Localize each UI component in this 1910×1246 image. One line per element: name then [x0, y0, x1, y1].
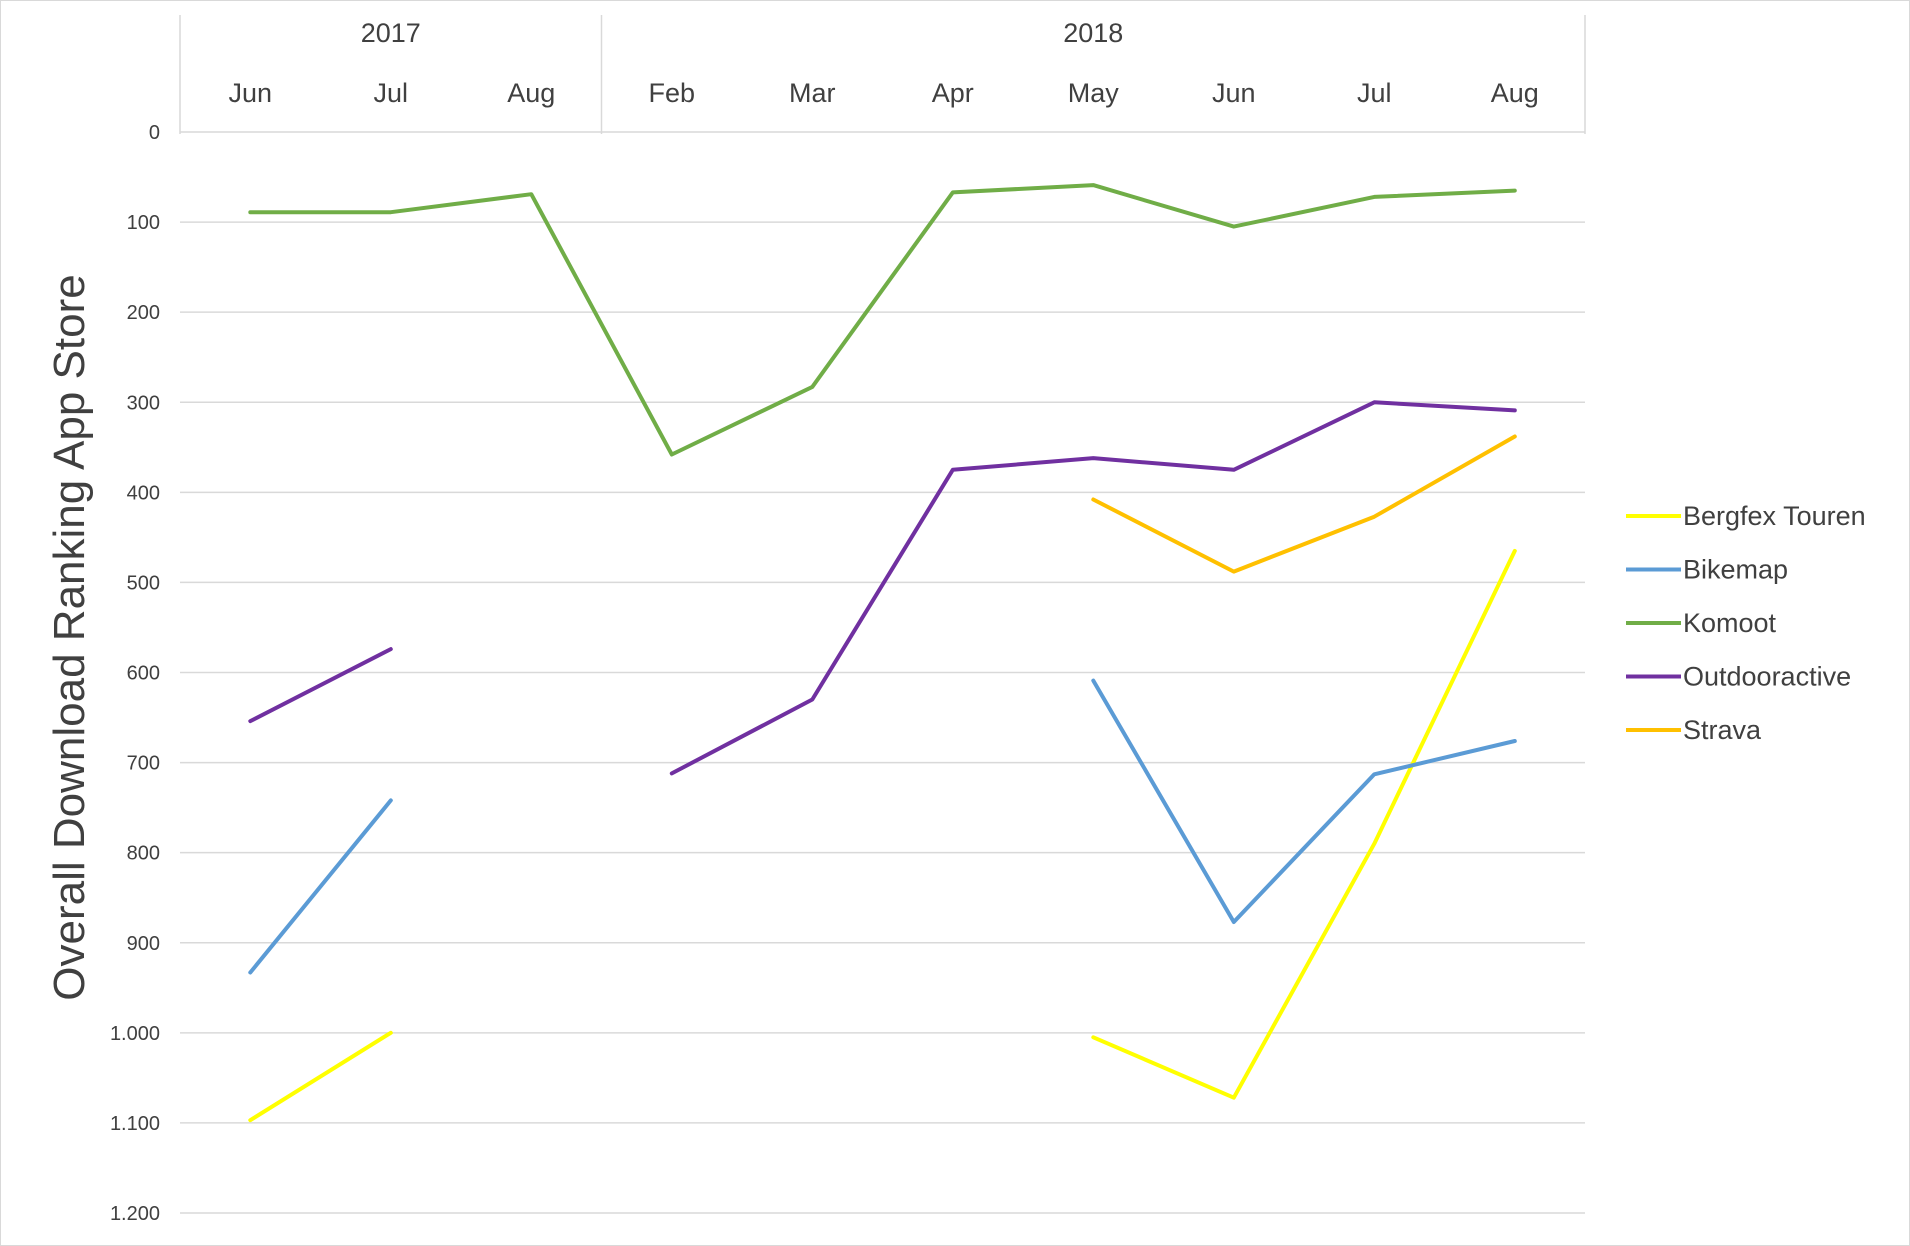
x-tick-label: Jun — [1212, 78, 1256, 108]
y-tick-label: 900 — [127, 933, 160, 955]
year-group-label: 2017 — [361, 18, 421, 48]
x-tick-label: Aug — [1491, 78, 1539, 108]
y-tick-label: 200 — [127, 302, 160, 324]
x-tick-label: Jul — [373, 78, 408, 108]
y-tick-label: 1.000 — [110, 1023, 160, 1045]
x-tick-label: Aug — [507, 78, 555, 108]
x-tick-label: Jun — [228, 78, 272, 108]
x-tick-label: May — [1068, 78, 1120, 108]
y-tick-label: 800 — [127, 843, 160, 865]
x-tick-label: Feb — [648, 78, 695, 108]
y-tick-label: 1.200 — [110, 1203, 160, 1225]
series-line — [248, 1030, 393, 1123]
series-line — [1091, 434, 1517, 574]
y-tick-label: 700 — [127, 753, 160, 775]
legend-label: Outdooractive — [1683, 662, 1851, 692]
series-line — [669, 400, 1517, 776]
series-line — [248, 647, 393, 724]
year-group-label: 2018 — [1063, 18, 1123, 48]
y-tick-label: 500 — [127, 572, 160, 594]
y-tick-label: 1.100 — [110, 1113, 160, 1135]
y-tick-label: 400 — [127, 482, 160, 504]
legend-label: Strava — [1683, 715, 1762, 745]
series-line — [248, 798, 393, 975]
y-tick-label: 600 — [127, 663, 160, 685]
x-tick-label: Apr — [932, 78, 974, 108]
x-tick-label: Mar — [789, 78, 836, 108]
series-line — [1091, 678, 1517, 924]
y-tick-label: 0 — [149, 122, 160, 144]
x-tick-label: Jul — [1357, 78, 1392, 108]
series-line — [1091, 548, 1517, 1100]
y-tick-label: 300 — [127, 392, 160, 414]
legend-label: Bergfex Touren — [1683, 501, 1866, 531]
y-axis-title: Overall Download Ranking App Store — [45, 274, 94, 1000]
legend-label: Komoot — [1683, 608, 1777, 638]
y-tick-label: 100 — [127, 212, 160, 234]
series-line — [248, 183, 1517, 457]
legend-label: Bikemap — [1683, 555, 1788, 585]
